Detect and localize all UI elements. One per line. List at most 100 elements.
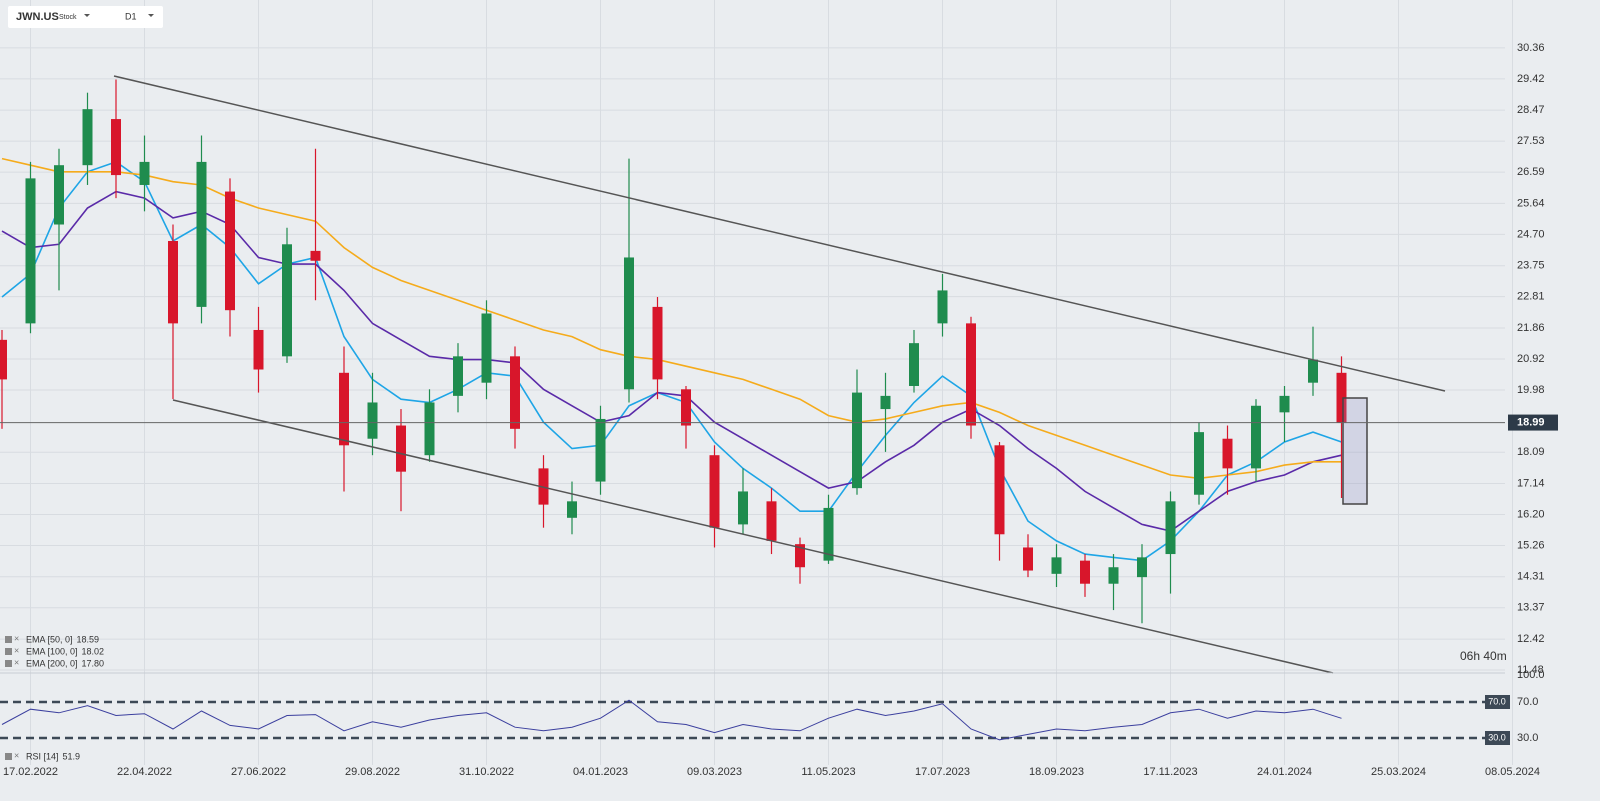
candle-body [709,455,720,528]
legend-close[interactable]: × [14,657,19,667]
candle-body [367,402,378,439]
candle-body [1336,372,1347,423]
candle-body [0,339,7,380]
y-tick-label: 25.64 [1517,197,1545,209]
y-tick-label: 11.48 [1517,664,1544,676]
x-tick-label: 08.05.2024 [1485,766,1540,778]
candle-body [25,178,36,324]
candle-body [1194,432,1204,495]
legend-icon[interactable] [5,636,12,643]
candle-body [766,501,777,541]
candle-body [1308,359,1318,383]
y-tick-label: 24.70 [1517,228,1545,240]
x-tick-label: 09.03.2023 [687,766,742,778]
candle-body [396,425,406,472]
dropdown-arrow[interactable] [84,14,90,17]
y-tick-label: 23.75 [1517,260,1545,272]
rsi-tick-label: 100.0 [1517,669,1545,681]
x-tick-label: 18.09.2023 [1029,766,1084,778]
x-tick-label: 22.04.2022 [117,766,172,778]
legend-name: RSI [14] [26,751,59,761]
trend-line [172,399,1334,674]
x-tick-label: 17.11.2023 [1143,766,1197,778]
candle-body [852,392,862,489]
current-price-tag [1508,414,1558,431]
candle-body [253,329,264,370]
legend-close[interactable]: × [14,750,19,760]
symbol-box[interactable] [8,6,163,28]
y-tick-label: 28.47 [1517,104,1545,116]
candle-body [1251,405,1261,469]
legend-icon[interactable] [5,753,12,760]
candle-body [310,250,321,261]
x-tick-label: 24.01.2024 [1257,766,1312,778]
instrument-type: Stock [59,14,77,21]
candle-body [652,306,663,380]
candle-body [481,313,492,383]
candle-body [196,161,207,307]
x-tick-label: 25.03.2024 [1371,766,1426,778]
y-tick-label: 26.59 [1517,166,1545,178]
candle-body [738,491,748,525]
candle-body [994,445,1005,535]
y-tick-label: 16.20 [1517,508,1545,520]
grid [0,0,1513,765]
x-tick-label: 29.08.2022 [345,766,400,778]
legend-icon[interactable] [5,660,12,667]
candle-body [595,418,606,482]
candle-body [823,507,834,561]
rsi-level-label: 70.0 [1488,696,1506,706]
x-tick-label: 17.02.2022 [3,766,58,778]
candle-body [624,257,634,390]
legend-value: 18.59 [77,634,100,644]
candle-body [168,240,178,324]
y-tick-label: 29.42 [1517,73,1545,85]
axes: 30.36 29.42 28.47 27.53 26.59 25.64 24.70 23.75… [0,42,1558,778]
legend-value: 17.80 [82,658,105,668]
candle-body [111,119,121,176]
x-tick-label: 31.10.2022 [459,766,514,778]
legend-value: 18.02 [82,646,105,656]
y-tick-label: 27.53 [1517,135,1545,147]
rsi-level-tag [1485,731,1510,745]
y-tick-label: 17.14 [1517,477,1545,489]
timer: 06h 40m [1460,649,1507,663]
y-tick-label: 15.26 [1517,539,1545,551]
timeframe: D1 [125,11,137,21]
candle-body [54,165,64,225]
y-tick-label: 21.86 [1517,322,1545,334]
candle-body [681,389,691,426]
x-tick-label: 27.06.2022 [231,766,286,778]
y-tick-label: 22.81 [1517,291,1545,303]
candle-body [1108,567,1119,584]
candle-body [909,343,919,386]
y-tick-label: 18.09 [1517,446,1545,458]
candle-body [1051,557,1062,574]
rsi-line [1,699,1342,741]
legend-close[interactable]: × [14,633,19,643]
candle-body [339,372,349,446]
rsi-level-tag [1485,695,1510,709]
candle-body [424,402,435,456]
rsi-level-label: 30.0 [1488,732,1506,742]
legend-name: EMA [200, 0] [26,658,78,668]
highlight-box [1342,397,1368,505]
x-tick-label: 04.01.2023 [573,766,628,778]
y-tick-label: 12.42 [1517,633,1545,645]
candle-body [1080,560,1090,584]
y-tick-label: 13.37 [1517,602,1545,614]
symbol: JWN.US [16,11,59,23]
rsi-panel: 100.0 70.0 70.0 30.0 30.0 [0,669,1545,745]
legend-icon[interactable] [5,648,12,655]
x-tick-label: 17.07.2023 [915,766,970,778]
legend-close[interactable]: × [14,645,19,655]
candle-body [282,244,292,357]
rsi-tick-label: 70.0 [1517,696,1538,708]
dropdown-arrow[interactable] [148,14,154,17]
candle-body [139,161,150,185]
y-tick-label: 14.31 [1517,571,1545,583]
legend: × EMA [50, 0] 18.59 × EMA [100, 0] 18.02 × EMA … [5,633,104,761]
candles [0,79,1347,624]
